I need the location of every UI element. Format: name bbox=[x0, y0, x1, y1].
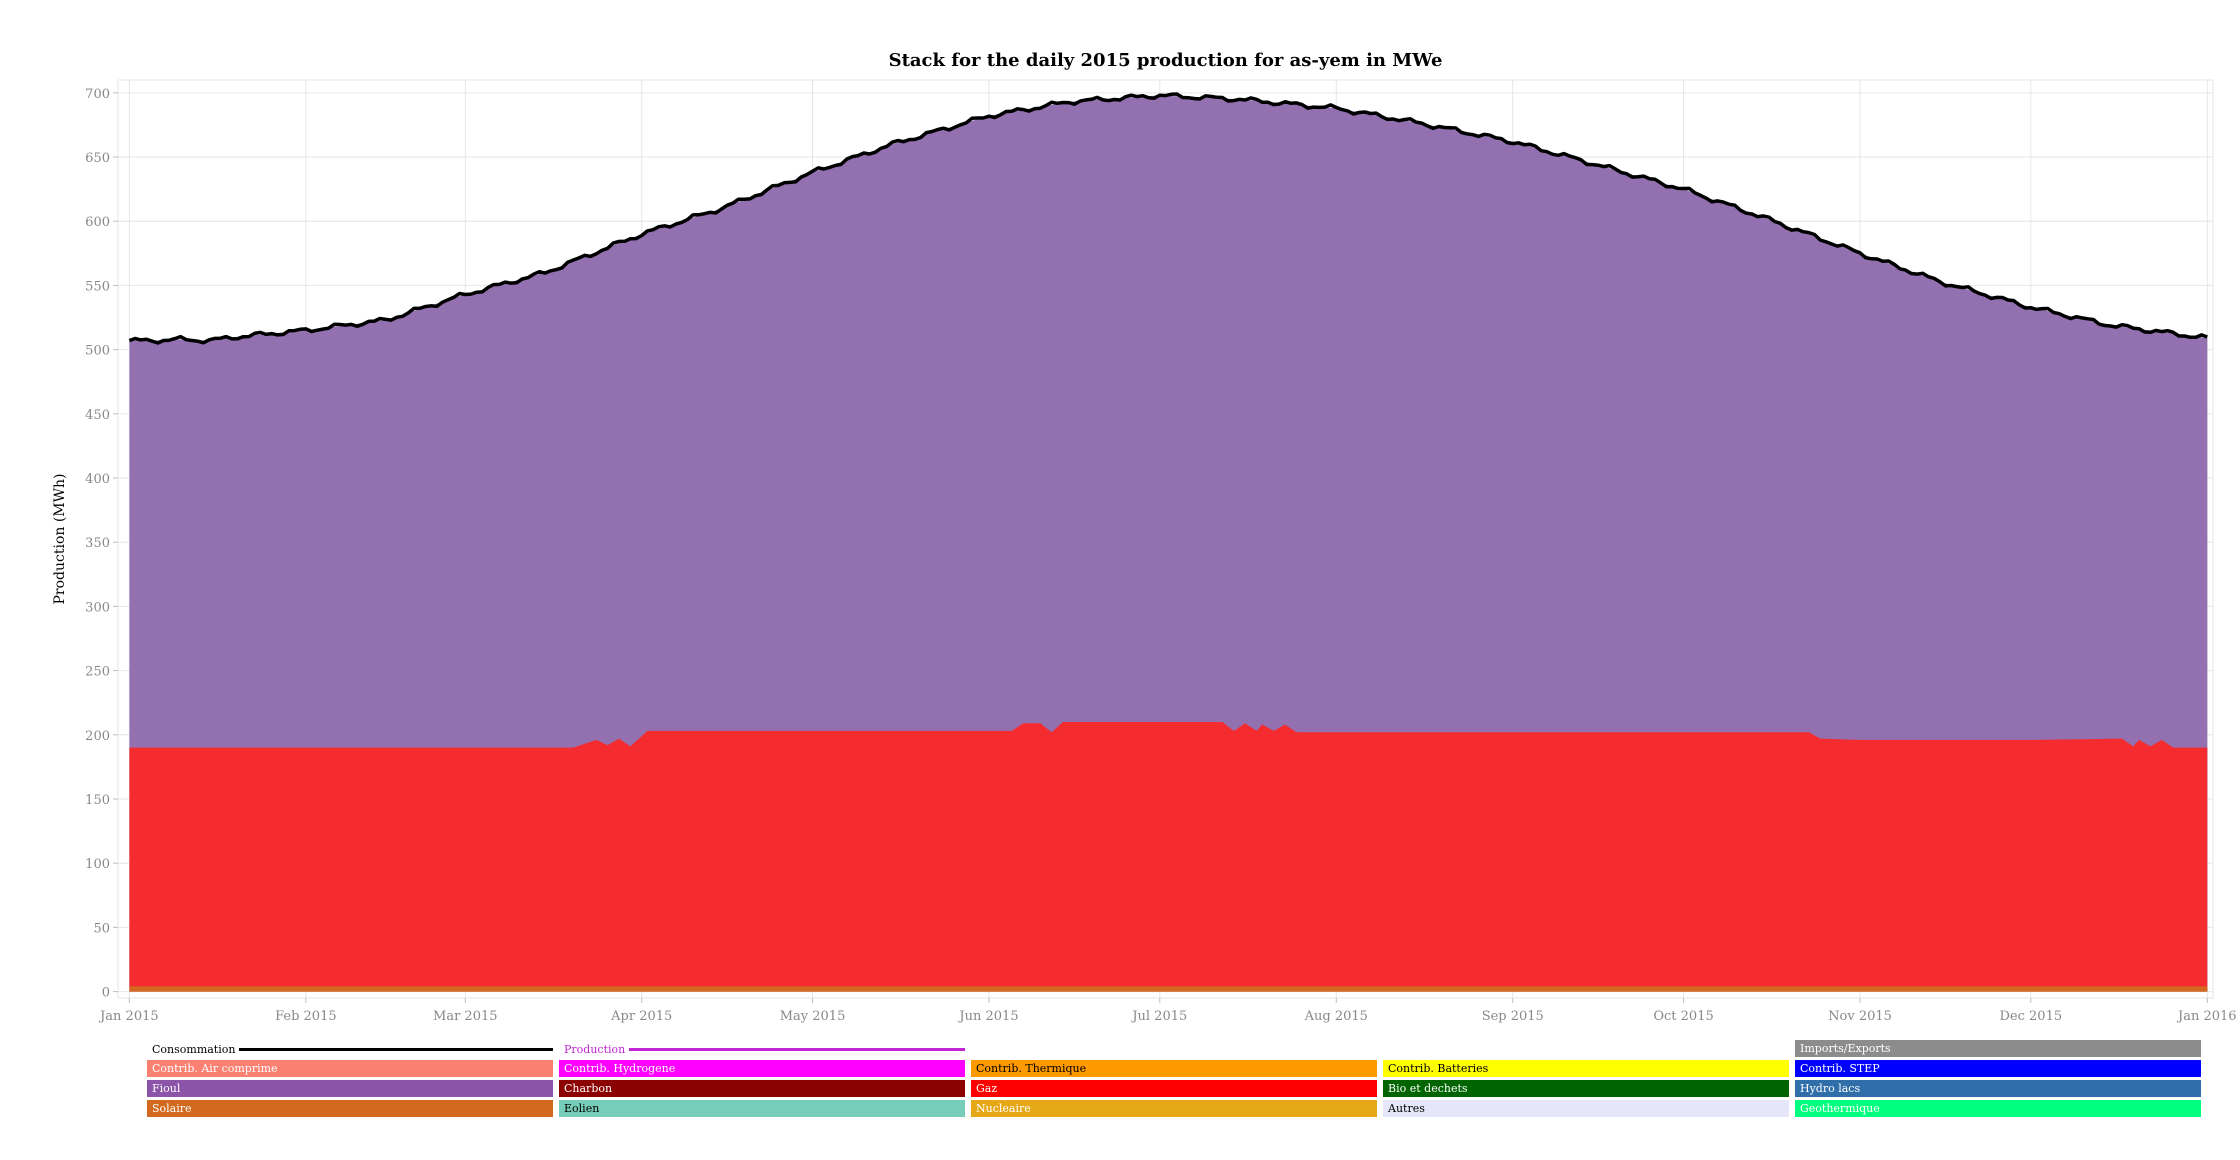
x-tick-label: Mar 2015 bbox=[433, 1009, 498, 1024]
legend-item-nucleaire: Nucleaire bbox=[971, 1100, 1377, 1117]
legend-item-gaz: Gaz bbox=[971, 1080, 1377, 1097]
legend-item-bio-et-dechets: Bio et dechets bbox=[1383, 1080, 1789, 1097]
x-tick-label: May 2015 bbox=[780, 1009, 846, 1024]
y-tick-label: 50 bbox=[93, 921, 110, 936]
series-area-solaire bbox=[129, 986, 2208, 992]
y-tick-label: 200 bbox=[85, 729, 110, 744]
legend-item-autres: Autres bbox=[1383, 1100, 1789, 1117]
y-tick-label: 250 bbox=[85, 665, 110, 680]
legend-item-contrib-hydrogene: Contrib. Hydrogene bbox=[559, 1060, 965, 1077]
x-tick-label: Jun 2015 bbox=[957, 1009, 1018, 1024]
legend-item-imports-exports: Imports/Exports bbox=[1795, 1040, 2201, 1057]
x-tick-label: Sep 2015 bbox=[1482, 1009, 1544, 1024]
legend-label: Production bbox=[564, 1042, 626, 1056]
legend-item-contrib-air-comprime: Contrib. Air comprime bbox=[147, 1060, 553, 1077]
y-tick-label: 300 bbox=[85, 600, 110, 615]
legend-row: Contrib. Air comprime Contrib. Hydrogene C… bbox=[147, 1060, 2207, 1078]
x-tick-label: Nov 2015 bbox=[1828, 1009, 1892, 1024]
legend-item-consommation: Consommation bbox=[147, 1040, 553, 1057]
y-axis-label: Production (MWh) bbox=[52, 473, 68, 604]
legend-item-contrib-step: Contrib. STEP bbox=[1795, 1060, 2201, 1077]
plot-frame bbox=[117, 79, 2214, 999]
x-tick-label: Oct 2015 bbox=[1653, 1009, 1713, 1024]
series-lines bbox=[128, 92, 2208, 345]
x-tick-label: Jan 2016 bbox=[2176, 1009, 2237, 1024]
legend-row: Fioul Charbon Gaz Bio et dechets Hydro lacs bbox=[147, 1080, 2207, 1098]
x-tick-label: Aug 2015 bbox=[1304, 1009, 1368, 1024]
legend-item-fioul: Fioul bbox=[147, 1080, 553, 1097]
x-tick-label: Apr 2015 bbox=[610, 1009, 672, 1024]
chart: 0 50 100 150 200 250 300 350 400 450 500 550 600 650 7… bbox=[52, 50, 2237, 1024]
legend-item-contrib-batteries: Contrib. Batteries bbox=[1383, 1060, 1789, 1077]
legend-item-geothermique: Geothermique bbox=[1795, 1100, 2201, 1117]
x-tick-label: Dec 2015 bbox=[2000, 1009, 2063, 1024]
y-tick-label: 550 bbox=[85, 279, 110, 294]
stacked-areas bbox=[129, 95, 2208, 992]
y-tick-label: 500 bbox=[85, 344, 110, 359]
y-tick-label: 150 bbox=[85, 793, 110, 808]
x-tick-label: Jan 2015 bbox=[98, 1009, 159, 1024]
legend-item-hydro-lacs: Hydro lacs bbox=[1795, 1080, 2201, 1097]
legend-row: Solaire Eolien Nucleaire Autres Geothermique bbox=[147, 1100, 2207, 1118]
chart-title: Stack for the daily 2015 production for … bbox=[889, 50, 1443, 71]
x-tick-label: Jul 2015 bbox=[1130, 1009, 1187, 1024]
legend-item-production: Production bbox=[559, 1040, 965, 1057]
legend-item-contrib-thermique: Contrib. Thermique bbox=[971, 1060, 1377, 1077]
legend-line-swatch bbox=[239, 1047, 553, 1051]
x-tick-label: Feb 2015 bbox=[275, 1009, 337, 1024]
y-tick-label: 650 bbox=[85, 151, 110, 166]
series-line-consommation bbox=[128, 92, 2208, 345]
legend: Consommation Production Imports/Exports Con… bbox=[147, 1040, 2207, 1120]
legend-label: Consommation bbox=[152, 1042, 236, 1056]
legend-item-eolien: Eolien bbox=[559, 1100, 965, 1117]
y-tick-label: 350 bbox=[85, 536, 110, 551]
legend-line-swatch bbox=[629, 1047, 965, 1051]
series-area-gaz bbox=[129, 722, 2208, 992]
y-tick-label: 400 bbox=[85, 472, 110, 487]
y-tick-label: 450 bbox=[85, 408, 110, 423]
y-tick-label: 700 bbox=[85, 87, 110, 102]
legend-item-solaire: Solaire bbox=[147, 1100, 553, 1117]
y-tick-label: 600 bbox=[85, 215, 110, 230]
legend-item-charbon: Charbon bbox=[559, 1080, 965, 1097]
y-tick-label: 0 bbox=[102, 986, 110, 1001]
axes: 0 50 100 150 200 250 300 350 400 450 500 550 600 650 7… bbox=[85, 87, 2236, 1024]
legend-row: Consommation Production Imports/Exports bbox=[147, 1040, 2207, 1058]
y-tick-label: 100 bbox=[85, 857, 110, 872]
